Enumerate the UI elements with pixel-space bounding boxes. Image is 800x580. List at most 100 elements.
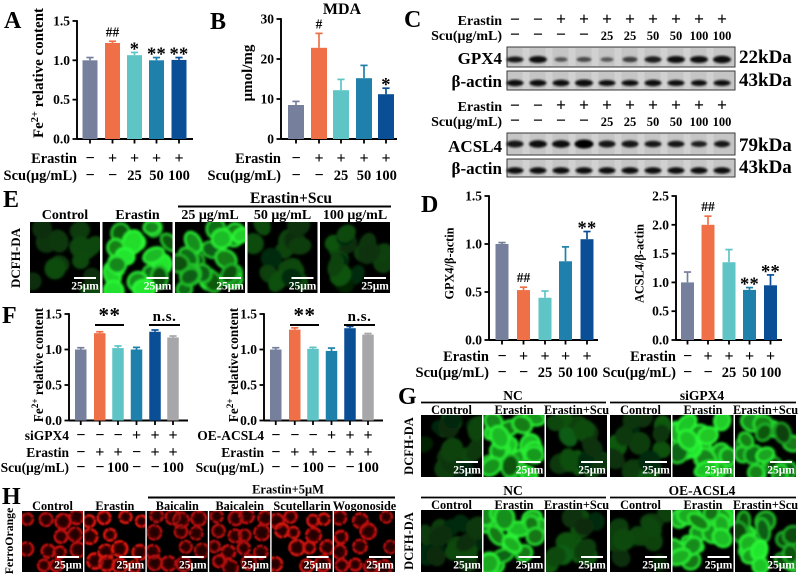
svg-text:0.0: 0.0 [53,132,70,147]
svg-text:50 μg/mL: 50 μg/mL [254,208,311,223]
svg-text:−: − [510,9,520,29]
svg-text:Erastin: Erastin [31,151,77,167]
svg-text:50: 50 [742,365,757,381]
svg-text:Erastin+Scu: Erastin+Scu [544,403,609,417]
svg-text:+: + [132,427,141,444]
svg-text:50: 50 [558,365,573,381]
svg-text:100: 100 [168,168,190,184]
svg-text:25μm: 25μm [767,560,795,572]
svg-text:−: − [290,427,299,444]
svg-text:25μm: 25μm [54,560,82,572]
svg-text:−: − [271,459,280,476]
svg-text:Erastin: Erastin [115,208,160,223]
svg-text:+: + [150,427,159,444]
svg-text:25: 25 [601,29,614,43]
svg-text:GPX4/β-actin: GPX4/β-actin [443,227,457,299]
svg-text:##: ## [106,24,120,39]
svg-text:##: ## [517,270,531,285]
svg-text:Scu(μg/mL): Scu(μg/mL) [431,29,502,44]
svg-text:+: + [717,95,727,115]
svg-text:−: − [497,364,506,381]
svg-text:−: − [85,167,94,184]
svg-text:22kDa: 22kDa [739,47,792,68]
svg-text:−: − [497,348,506,365]
svg-text:OE-ACSL4: OE-ACSL4 [669,483,736,498]
svg-text:1.5: 1.5 [240,307,257,322]
svg-text:−: − [271,444,280,461]
svg-text:+: + [150,444,159,461]
svg-text:25μm: 25μm [289,281,317,293]
svg-text:**: ** [578,219,597,239]
svg-text:+: + [724,348,733,365]
svg-text:siGPX4: siGPX4 [25,428,70,443]
svg-text:25μm: 25μm [241,560,269,572]
svg-text:Control: Control [620,498,661,512]
svg-text:+: + [694,9,704,29]
svg-text:n.s.: n.s. [348,309,372,325]
svg-text:Erastin: Erastin [684,403,723,417]
svg-text:25μm: 25μm [144,281,172,293]
svg-text:+: + [168,427,177,444]
svg-text:β-actin: β-actin [451,72,502,91]
svg-text:−: − [703,364,712,381]
svg-text:**: ** [294,303,316,327]
svg-text:+: + [602,9,612,29]
svg-text:**: ** [740,275,759,295]
svg-text:−: − [327,444,336,461]
svg-text:Baicalin: Baicalin [156,499,199,513]
svg-text:25μm: 25μm [453,465,481,477]
svg-text:Erastin+Scu: Erastin+Scu [733,498,798,512]
svg-text:Erastin+Scu: Erastin+Scu [544,498,609,512]
svg-text:43kDa: 43kDa [739,70,792,91]
svg-text:+: + [717,9,727,29]
svg-text:25μm: 25μm [179,560,207,572]
svg-text:+: + [130,150,139,167]
svg-text:*: * [381,76,390,96]
svg-text:25μm: 25μm [642,560,670,572]
svg-text:Control: Control [32,499,73,513]
svg-text:Erastin+Scu: Erastin+Scu [733,403,798,417]
svg-text:n.s.: n.s. [153,309,177,325]
svg-text:0.5: 0.5 [53,92,70,107]
svg-text:+: + [345,427,354,444]
svg-text:−: − [76,444,85,461]
svg-text:−: − [108,167,117,184]
svg-text:Erastin: Erastin [95,499,134,513]
svg-text:Erastin+Scu: Erastin+Scu [250,190,332,207]
svg-text:+: + [671,95,681,115]
svg-text:+: + [359,150,368,167]
svg-text:**: ** [99,303,121,327]
svg-text:+: + [152,150,161,167]
svg-text:#: # [316,16,323,31]
svg-text:79kDa: 79kDa [739,135,792,156]
svg-text:0.5: 0.5 [465,285,482,300]
svg-text:1.0: 1.0 [465,237,482,252]
svg-text:+: + [308,444,317,461]
svg-text:25μm: 25μm [642,465,670,477]
svg-text:100: 100 [713,115,732,129]
svg-text:100: 100 [760,365,782,381]
svg-text:Scu(μg/mL): Scu(μg/mL) [4,168,78,184]
svg-text:100: 100 [690,29,709,43]
svg-text:1.0: 1.0 [45,342,62,357]
svg-text:−: − [291,150,300,167]
svg-text:NC: NC [503,483,523,498]
svg-text:+: + [602,95,612,115]
svg-text:+: + [703,348,712,365]
svg-text:Erastin: Erastin [495,498,534,512]
svg-text:−: − [76,427,85,444]
svg-text:25μm: 25μm [453,560,481,572]
svg-text:0.5: 0.5 [45,378,62,393]
svg-text:Erastin: Erastin [235,151,281,167]
svg-text:μmol/mg: μmol/mg [240,44,256,101]
svg-text:Erastin+5μM: Erastin+5μM [252,483,324,497]
svg-text:Wogonoside: Wogonoside [333,499,397,513]
svg-text:Scu(μg/mL): Scu(μg/mL) [431,115,502,130]
svg-text:+: + [363,427,372,444]
svg-text:1.5: 1.5 [45,307,62,322]
svg-text:25 μg/mL: 25 μg/mL [181,208,238,223]
svg-text:+: + [766,348,775,365]
svg-text:+: + [671,9,681,29]
svg-text:GPX4: GPX4 [458,49,503,68]
svg-text:+: + [113,444,122,461]
